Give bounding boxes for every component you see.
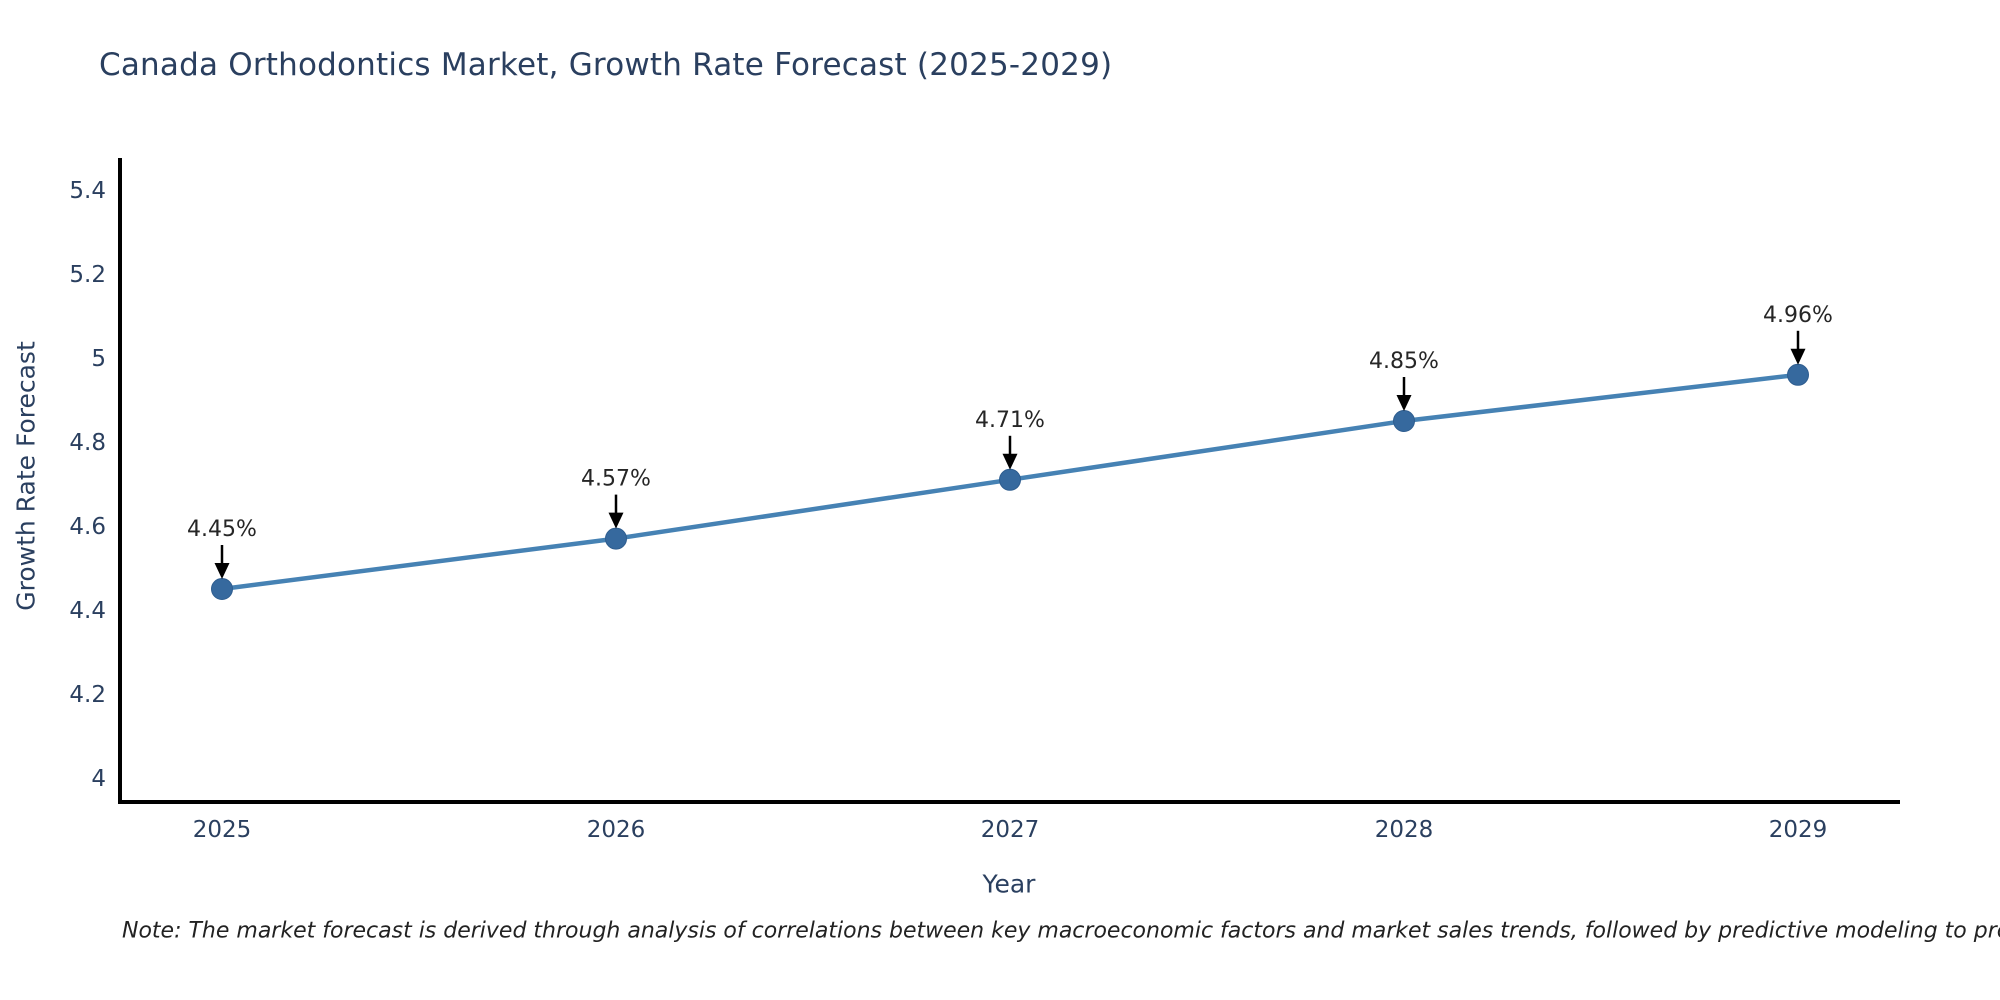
y-tick-label: 4 (91, 766, 106, 792)
y-tick-label: 5.2 (69, 262, 106, 288)
point-value-label: 4.85% (1369, 349, 1439, 374)
y-tick-label: 4.2 (69, 682, 106, 708)
x-tick-label: 2028 (1375, 817, 1434, 843)
x-tick-label: 2029 (1769, 817, 1828, 843)
point-value-label: 4.71% (975, 408, 1045, 433)
annotation-arrowhead (214, 563, 230, 579)
y-tick-label: 4.8 (69, 430, 106, 456)
point-value-label: 4.96% (1763, 303, 1833, 328)
data-point-marker (1393, 410, 1415, 432)
point-value-label: 4.45% (187, 517, 257, 542)
point-value-label: 4.57% (581, 467, 651, 492)
data-point-marker (999, 468, 1021, 491)
y-tick-label: 5.4 (69, 178, 106, 204)
footnote: Note: The market forecast is derived thr… (122, 918, 2000, 944)
x-tick-label: 2027 (981, 817, 1040, 843)
y-tick-label: 4.6 (69, 514, 106, 540)
x-axis-title: Year (982, 869, 1036, 899)
x-tick-label: 2025 (193, 817, 252, 843)
annotation-arrowhead (608, 512, 624, 529)
annotation-arrowhead (1790, 348, 1806, 365)
y-tick-label: 5 (91, 346, 106, 372)
y-tick-label: 4.4 (69, 598, 106, 624)
data-point-marker (605, 527, 627, 550)
x-tick-label: 2026 (587, 817, 646, 843)
chart-title: Canada Orthodontics Market, Growth Rate … (99, 47, 1113, 83)
annotation-arrowhead (1396, 395, 1412, 411)
annotation-arrowhead (1002, 453, 1018, 470)
data-point-marker (211, 578, 233, 600)
data-point-marker (1787, 363, 1809, 386)
